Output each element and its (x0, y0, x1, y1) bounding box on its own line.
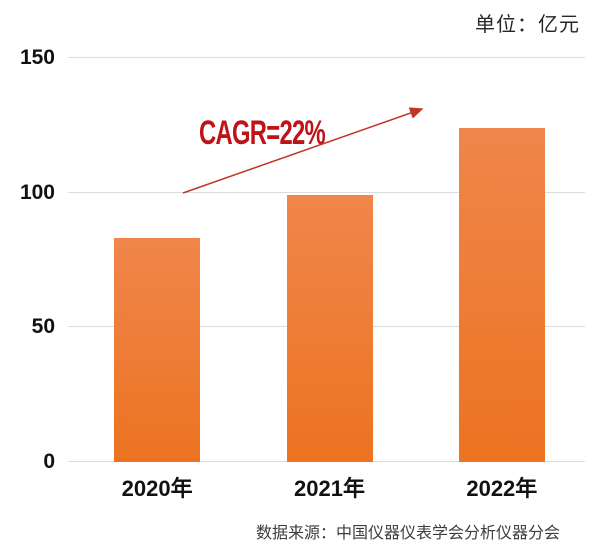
bar-2021年 (286, 195, 373, 462)
bar-2020年 (114, 238, 201, 462)
arrow-line (182, 107, 424, 194)
bar-2022年 (458, 128, 545, 462)
gridline (68, 57, 585, 58)
cagr-annotation: CAGR=22% (199, 114, 326, 152)
y-axis-tick-label: 0 (43, 450, 55, 473)
y-axis-tick-label: 100 (19, 180, 55, 204)
gridline (68, 191, 585, 193)
data-source-caption: 数据来源：中国仪器仪表学会分析仪器分会 (255, 525, 560, 542)
x-axis-label: 2020年 (121, 476, 193, 501)
y-axis-tick-label: 50 (31, 315, 55, 339)
x-axis-label: 2022年 (466, 476, 538, 501)
y-axis-tick-label: 150 (19, 46, 55, 69)
trend-arrow (182, 107, 424, 194)
unit-label: 单位：亿元 (475, 14, 580, 36)
x-axis-label: 2021年 (294, 476, 365, 501)
